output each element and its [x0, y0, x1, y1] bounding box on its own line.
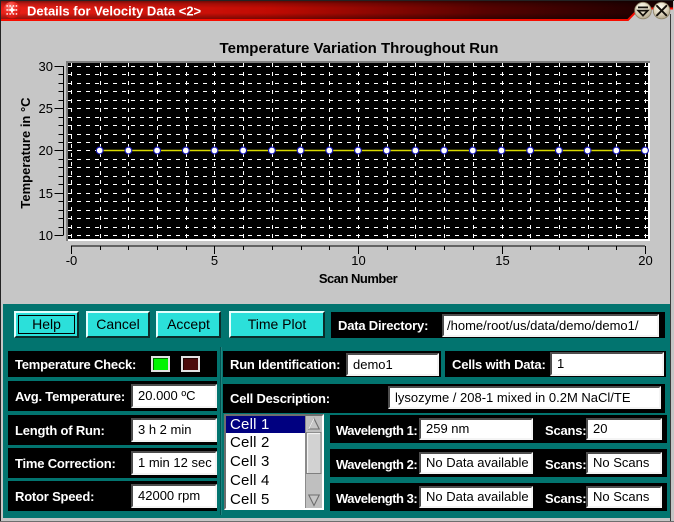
svg-text:20: 20: [39, 143, 53, 158]
svg-text:Temperature Variation Througho: Temperature Variation Throughout Run: [220, 40, 499, 57]
svg-text:5: 5: [211, 253, 218, 268]
svg-text:10: 10: [39, 228, 53, 243]
svg-text:-0: -0: [66, 253, 78, 268]
svg-text:15: 15: [495, 253, 509, 268]
svg-text:Scan Number: Scan Number: [319, 271, 398, 286]
svg-text:30: 30: [39, 59, 53, 74]
svg-text:15: 15: [39, 186, 53, 201]
svg-text:20: 20: [638, 253, 652, 268]
svg-text:25: 25: [39, 101, 53, 116]
svg-text:Details for Velocity Data <2>: Details for Velocity Data <2>: [27, 4, 202, 19]
svg-text:10: 10: [351, 253, 365, 268]
svg-text:Temperature in °C: Temperature in °C: [18, 97, 33, 209]
